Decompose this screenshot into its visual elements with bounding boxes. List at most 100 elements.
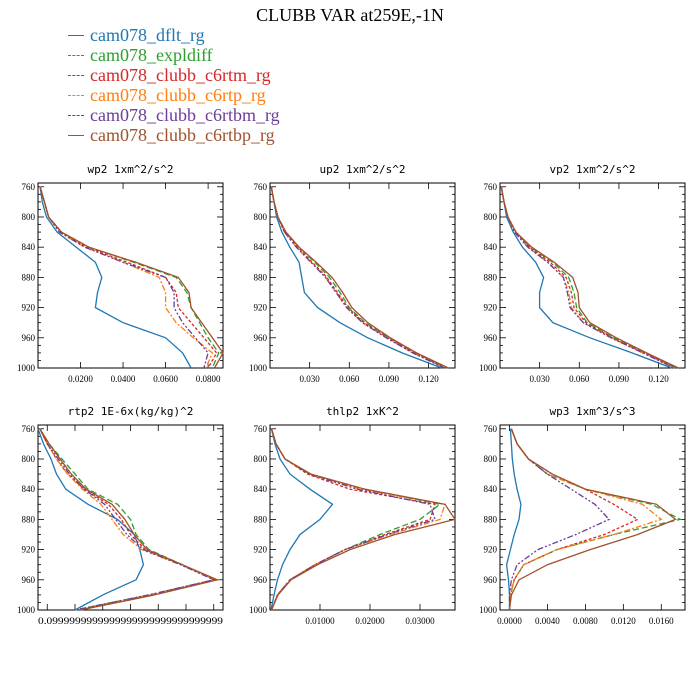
plot-frame: [499, 182, 686, 369]
x-tick-label: 0.120: [418, 374, 439, 384]
x-tick-label: 0.0600: [153, 374, 178, 384]
x-tick-label: 0.090: [379, 374, 400, 384]
legend-label: cam078_clubb_c6rtbm_rg: [90, 105, 280, 125]
series-line: [39, 186, 214, 369]
chart-panel: rtp2 1E-6x(kg/kg)^2 760 800 840 880 920 960 100…: [17, 405, 224, 626]
chart-panel: wp2 1xm^2/s^2 760 800 840 880 920 960 1000 0.020…: [17, 163, 224, 384]
series-line: [270, 186, 448, 369]
chart-title: up2 1xm^2/s^2: [319, 163, 405, 176]
y-tick-label: 880: [484, 272, 498, 282]
series-line: [500, 186, 675, 369]
legend-item: cam078_dflt_rg: [68, 25, 280, 45]
chart-panel: up2 1xm^2/s^2 760 800 840 880 920 960 1000 0.030…: [249, 163, 456, 384]
series-line: [508, 428, 639, 611]
legend-label: cam078_dflt_rg: [90, 25, 205, 45]
y-tick-label: 760: [484, 424, 498, 434]
series-line: [39, 428, 216, 611]
series-line: [39, 186, 209, 369]
series-line: [270, 428, 334, 611]
y-tick-label: 880: [254, 514, 268, 524]
x-tick-label: 0.01000: [305, 616, 335, 626]
x-tick-label: 0.03000: [405, 616, 435, 626]
x-tick-label: 0.0800: [196, 374, 221, 384]
series-line: [508, 428, 677, 611]
y-tick-label: 800: [484, 454, 498, 464]
y-tick-label: 960: [254, 575, 268, 585]
legend: cam078_dflt_rg cam078_expldiff cam078_cl…: [68, 25, 280, 145]
x-tick-label: 0.0000: [497, 616, 522, 626]
plot-frame: [37, 182, 224, 369]
y-tick-label: 880: [22, 272, 36, 282]
series-line: [37, 428, 145, 611]
y-tick-label: 960: [254, 333, 268, 343]
x-tick-label: 0.060: [339, 374, 360, 384]
legend-item: cam078_clubb_c6rtbp_rg: [68, 125, 280, 145]
x-tick-label: 0.0400: [111, 374, 136, 384]
series-line: [39, 428, 218, 611]
plot-frame: [269, 424, 456, 611]
series-line: [270, 186, 445, 369]
y-tick-label: 760: [22, 182, 36, 192]
y-tick-label: 960: [484, 575, 498, 585]
series-line: [39, 428, 216, 611]
y-tick-label: 920: [484, 303, 498, 313]
y-tick-label: 960: [22, 575, 36, 585]
chart-title: wp3 1xm^3/s^3: [549, 405, 635, 418]
legend-item: cam078_clubb_c6rtbm_rg: [68, 105, 280, 125]
x-tick-label: 0.0040: [535, 616, 560, 626]
y-tick-label: 1000: [479, 363, 498, 373]
x-tick-label: 0.120: [648, 374, 669, 384]
series-line: [505, 428, 522, 610]
y-tick-label: 840: [22, 484, 36, 494]
y-tick-label: 1000: [479, 605, 498, 615]
y-tick-label: 920: [22, 545, 36, 555]
y-tick-label: 840: [484, 484, 498, 494]
series-line: [500, 186, 678, 369]
y-tick-label: 840: [484, 242, 498, 252]
x-tick-label: 0.090: [609, 374, 630, 384]
x-tick-label: 0.060: [569, 374, 590, 384]
series-line: [500, 186, 673, 369]
y-tick-label: 840: [22, 242, 36, 252]
y-tick-label: 880: [22, 514, 36, 524]
legend-swatch: [68, 34, 84, 36]
series-line: [39, 428, 220, 611]
y-tick-label: 800: [22, 454, 36, 464]
y-tick-label: 760: [22, 424, 36, 434]
legend-swatch: [68, 134, 84, 136]
chart-panel: thlp2 1xK^2 760 800 840 880 920 960 1000 0.01000…: [249, 405, 457, 626]
series-line: [500, 186, 677, 369]
series-line: [39, 428, 218, 611]
y-tick-label: 1000: [17, 605, 36, 615]
legend-swatch: [68, 94, 84, 96]
legend-swatch: [68, 74, 84, 76]
y-tick-label: 800: [22, 212, 36, 222]
chart-title: wp2 1xm^2/s^2: [87, 163, 173, 176]
legend-swatch: [68, 114, 84, 116]
x-tick-label-overlap: 0.0999999999999999999999999999999: [38, 616, 224, 626]
series-line: [270, 428, 457, 611]
y-tick-label: 760: [254, 182, 268, 192]
x-tick-label: 0.030: [530, 374, 551, 384]
page-title: CLUBB VAR at259E,-1N: [256, 5, 444, 25]
y-tick-label: 1000: [249, 605, 268, 615]
legend-label: cam078_clubb_c6rtbp_rg: [90, 125, 275, 145]
y-tick-label: 760: [254, 424, 268, 434]
series-line: [270, 186, 447, 369]
y-tick-label: 1000: [249, 363, 268, 373]
y-tick-label: 880: [484, 514, 498, 524]
y-tick-label: 800: [484, 212, 498, 222]
series-line: [500, 186, 675, 369]
series-line: [270, 428, 446, 611]
series-line: [39, 186, 224, 369]
series-line: [508, 428, 663, 611]
y-tick-label: 840: [254, 484, 268, 494]
legend-label: cam078_clubb_c6rtp_rg: [90, 85, 266, 105]
series-line: [39, 186, 220, 369]
x-tick-label: 0.0120: [611, 616, 636, 626]
y-tick-label: 840: [254, 242, 268, 252]
series-line: [270, 186, 443, 369]
plot-frame: [269, 182, 456, 369]
y-tick-label: 800: [254, 212, 268, 222]
